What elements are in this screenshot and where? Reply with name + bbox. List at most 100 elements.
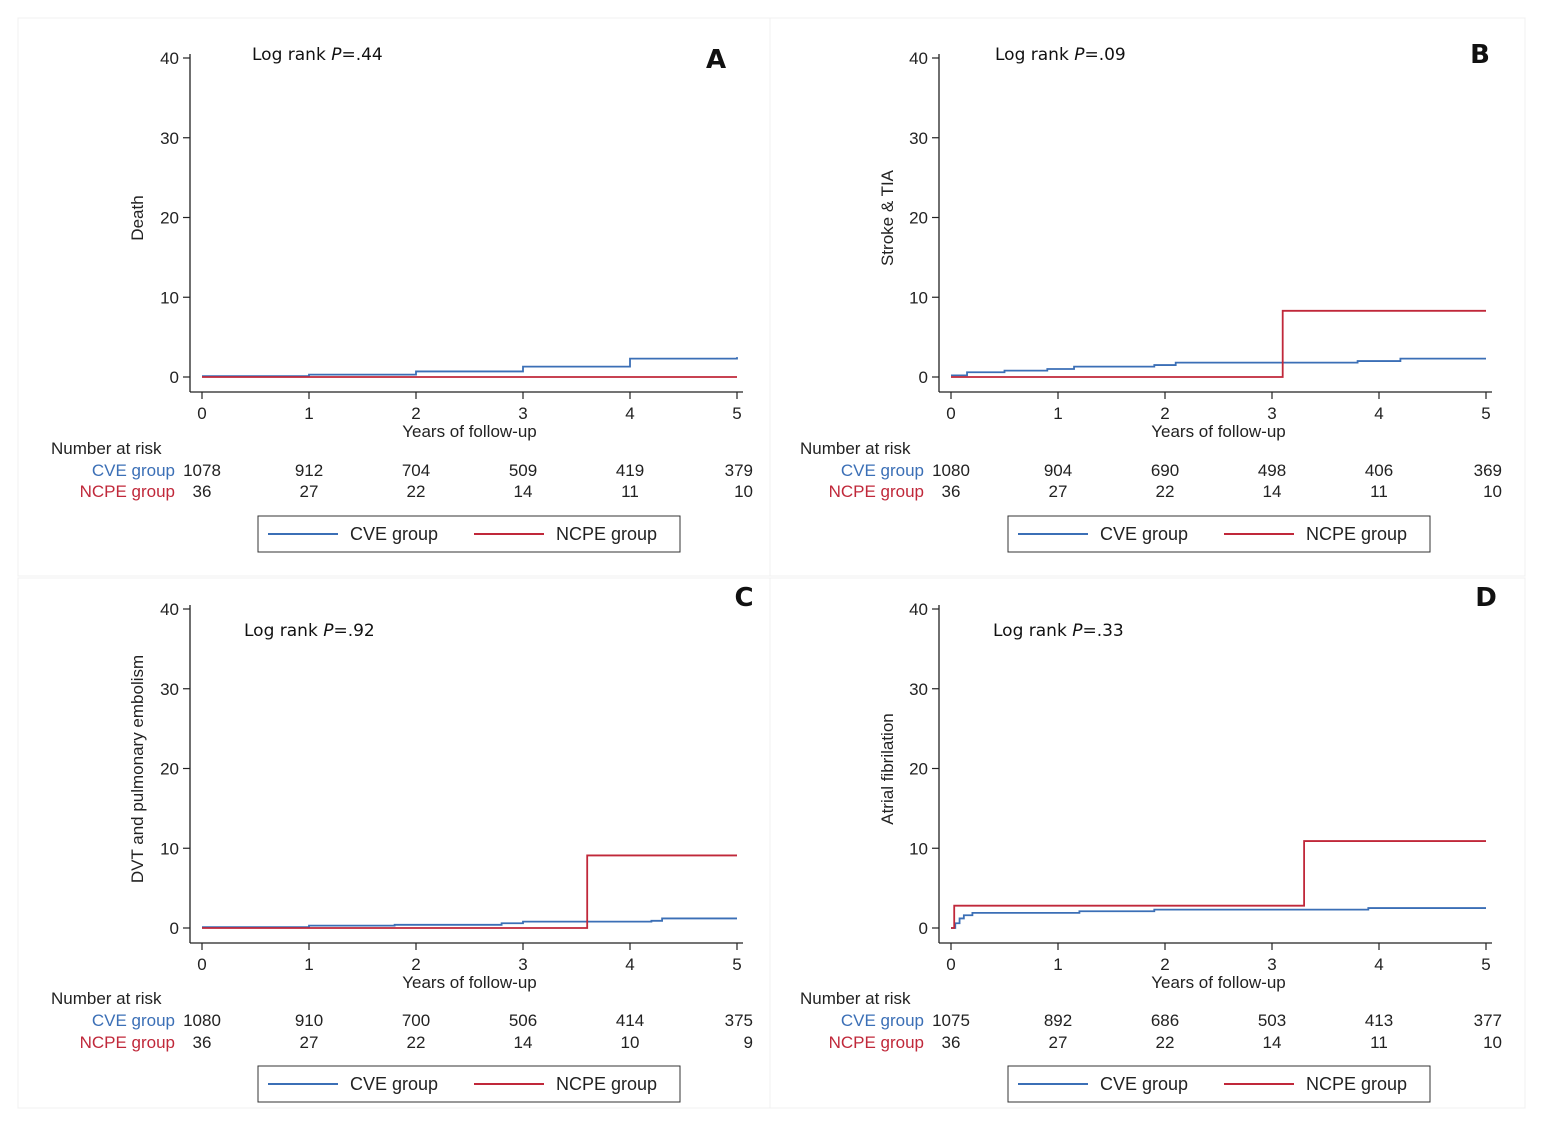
panel-letter-d: D <box>1475 583 1497 613</box>
risk-value-ncpe-b: 36 <box>942 482 961 501</box>
x-tick-label-a: 0 <box>197 404 206 423</box>
x-axis-label-a: Years of follow-up <box>402 422 537 441</box>
panel-b: 0 10 20 30 40 0 1 2 3 4 5 Years of follow-up Stroke … <box>800 40 1502 553</box>
logrank-p-b: P <box>1074 45 1085 65</box>
logrank-p-a: P <box>331 45 342 65</box>
risk-value-ncpe-c: 14 <box>514 1033 533 1052</box>
legend-label-cve-d: CVE group <box>1100 1074 1188 1094</box>
legend-box-b <box>1007 515 1431 553</box>
y-tick-label-c: 30 <box>160 680 179 699</box>
panel-c: 0 10 20 30 40 0 1 2 3 4 5 Years of follow-up DVT and… <box>51 583 754 1103</box>
risk-value-ncpe-a: 14 <box>514 482 533 501</box>
x-tick-label-d: 5 <box>1481 955 1490 974</box>
logrank-value-c: =.92 <box>333 621 374 641</box>
km-curve-cve-a <box>202 357 738 378</box>
risk-value-cve-b: 406 <box>1365 461 1393 480</box>
risk-value-cve-a: 509 <box>509 461 537 480</box>
risk-value-ncpe-b: 10 <box>1483 482 1502 501</box>
logrank-annotation-a: Log rank P=.44 <box>252 45 383 65</box>
km-curve-cve-d <box>951 907 1486 929</box>
legend-label-ncpe-a: NCPE group <box>556 524 657 544</box>
y-tick-label-c: 20 <box>160 760 179 779</box>
x-tick-label-d: 0 <box>946 955 955 974</box>
y-tick-label-a: 0 <box>170 368 179 387</box>
risk-row-label-ncpe-a: NCPE group <box>80 482 175 501</box>
x-tick-label-c: 4 <box>625 955 634 974</box>
km-curve-ncpe-b <box>951 309 1486 378</box>
y-tick-label-a: 10 <box>160 288 179 307</box>
risk-row-label-cve-b: CVE group <box>841 461 924 480</box>
y-tick-label-d: 10 <box>909 839 928 858</box>
panel-frame-d <box>769 577 1526 1109</box>
risk-value-cve-b: 690 <box>1151 461 1179 480</box>
legend-a: CVE group NCPE group <box>257 515 681 553</box>
panel-a: 0 10 20 30 40 0 1 2 3 4 5 Years of follow-up Death A L… <box>51 45 753 553</box>
risk-value-ncpe-d: 22 <box>1156 1033 1175 1052</box>
y-tick-label-a: 30 <box>160 129 179 148</box>
x-axis-label-c: Years of follow-up <box>402 973 537 992</box>
x-tick-label-d: 1 <box>1053 955 1062 974</box>
risk-value-cve-d: 503 <box>1258 1011 1286 1030</box>
x-tick-label-c: 1 <box>304 955 313 974</box>
y-tick-label-b: 0 <box>919 368 928 387</box>
x-axis-label-d: Years of follow-up <box>1151 973 1286 992</box>
risk-value-ncpe-a: 36 <box>193 482 212 501</box>
x-tick-label-a: 1 <box>304 404 313 423</box>
risk-value-cve-a: 419 <box>616 461 644 480</box>
panel-frame-b <box>769 17 1526 577</box>
logrank-p-c: P <box>323 621 334 641</box>
risk-value-ncpe-d: 10 <box>1483 1033 1502 1052</box>
risk-value-cve-d: 1075 <box>932 1011 970 1030</box>
x-tick-label-c: 0 <box>197 955 206 974</box>
y-tick-label-a: 40 <box>160 49 179 68</box>
x-tick-label-b: 1 <box>1053 404 1062 423</box>
logrank-prefix-c: Log rank <box>244 621 323 641</box>
risk-value-cve-b: 369 <box>1474 461 1502 480</box>
risk-value-cve-b: 904 <box>1044 461 1072 480</box>
panel-letter-c: C <box>734 583 753 613</box>
risk-row-label-cve-c: CVE group <box>92 1011 175 1030</box>
risk-table-title-a: Number at risk <box>51 439 162 458</box>
x-tick-label-b: 3 <box>1267 404 1276 423</box>
y-axis-label-a: Death <box>128 195 147 240</box>
panel-frame-c <box>17 577 774 1109</box>
panel-letter-a: A <box>706 45 726 75</box>
risk-value-cve-a: 704 <box>402 461 430 480</box>
risk-row-label-cve-a: CVE group <box>92 461 175 480</box>
risk-table-title-c: Number at risk <box>51 989 162 1008</box>
x-axis-label-b: Years of follow-up <box>1151 422 1286 441</box>
logrank-annotation-c: Log rank P=.92 <box>244 621 375 641</box>
risk-value-ncpe-c: 10 <box>621 1033 640 1052</box>
y-tick-label-b: 30 <box>909 129 928 148</box>
risk-value-cve-c: 506 <box>509 1011 537 1030</box>
y-tick-label-d: 20 <box>909 760 928 779</box>
x-tick-label-a: 2 <box>411 404 420 423</box>
risk-value-ncpe-c: 9 <box>744 1033 753 1052</box>
legend-label-cve-b: CVE group <box>1100 524 1188 544</box>
x-tick-label-a: 3 <box>518 404 527 423</box>
y-tick-label-c: 40 <box>160 600 179 619</box>
x-tick-label-b: 2 <box>1160 404 1169 423</box>
logrank-prefix-d: Log rank <box>993 621 1072 641</box>
risk-table-title-d: Number at risk <box>800 989 911 1008</box>
panel-letter-b: B <box>1470 40 1490 70</box>
risk-value-cve-b: 1080 <box>932 461 970 480</box>
logrank-annotation-b: Log rank P=.09 <box>995 45 1126 65</box>
risk-value-ncpe-a: 27 <box>300 482 319 501</box>
risk-row-label-cve-d: CVE group <box>841 1011 924 1030</box>
risk-value-cve-d: 892 <box>1044 1011 1072 1030</box>
y-tick-label-a: 20 <box>160 209 179 228</box>
risk-value-cve-a: 379 <box>725 461 753 480</box>
risk-value-cve-a: 912 <box>295 461 323 480</box>
km-curve-cve-c <box>202 917 737 929</box>
x-tick-label-b: 5 <box>1481 404 1490 423</box>
legend-b: CVE group NCPE group <box>1007 515 1431 553</box>
legend-d: CVE group NCPE group <box>1007 1065 1431 1103</box>
risk-value-ncpe-b: 11 <box>1370 482 1388 501</box>
y-tick-label-c: 0 <box>170 919 179 938</box>
risk-value-ncpe-a: 22 <box>407 482 426 501</box>
risk-value-cve-c: 414 <box>616 1011 644 1030</box>
risk-row-label-ncpe-d: NCPE group <box>829 1033 924 1052</box>
legend-c: CVE group NCPE group <box>257 1065 681 1103</box>
